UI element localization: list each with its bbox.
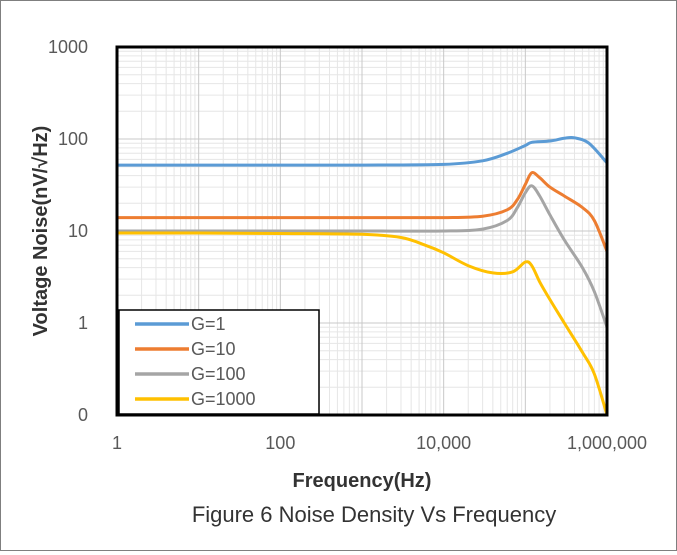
- legend-entry: G=100: [191, 364, 246, 384]
- y-tick-label: 1000: [48, 37, 88, 57]
- legend-entry: G=10: [191, 339, 236, 359]
- y-tick-label: 10: [68, 221, 88, 241]
- figure-caption: Figure 6 Noise Density Vs Frequency: [192, 502, 556, 527]
- y-tick-label: 0: [78, 405, 88, 425]
- y-tick-label: 1: [78, 313, 88, 333]
- x-axis-label: Frequency(Hz): [293, 470, 432, 492]
- series-line-g-1000: [116, 231, 609, 416]
- legend: G=1 G=10 G=100 G=1000: [118, 309, 320, 415]
- series-line-g-10: [116, 171, 609, 252]
- legend-entry: G=1: [191, 314, 226, 334]
- x-tick-label: 1: [112, 433, 122, 453]
- series-line-g-100: [116, 184, 609, 328]
- plot-area-border: [115, 45, 609, 417]
- y-tick-label: 100: [58, 129, 88, 149]
- x-tick-label: 10,000: [416, 433, 471, 453]
- y-axis-label: Voltage Noise(nV/√Hz): [30, 126, 52, 337]
- series-line-g-1: [117, 135, 609, 167]
- legend-entry: G=1000: [191, 389, 256, 409]
- x-tick-label: 1,000,000: [567, 433, 647, 453]
- series-layer: [116, 135, 609, 416]
- legend-box: [118, 309, 320, 415]
- x-tick-label: 100: [265, 433, 295, 453]
